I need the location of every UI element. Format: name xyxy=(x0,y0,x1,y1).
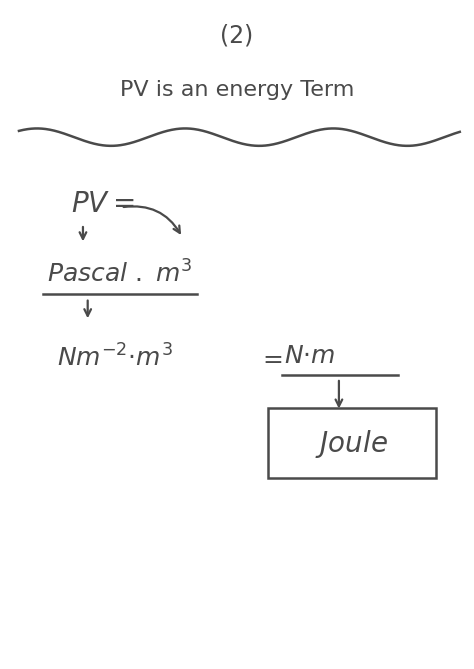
Text: (2): (2) xyxy=(220,23,254,47)
Text: PV is an energy Term: PV is an energy Term xyxy=(120,80,354,100)
Text: $=$: $=$ xyxy=(258,346,283,370)
Text: $PV=$: $PV=$ xyxy=(71,190,135,218)
Text: $Joule$: $Joule$ xyxy=(315,427,388,460)
Text: $Pascal\ .\ m^3$: $Pascal\ .\ m^3$ xyxy=(47,261,193,288)
Text: $Nm^{-2}{\cdot}m^3$: $Nm^{-2}{\cdot}m^3$ xyxy=(57,345,173,371)
Bar xyxy=(268,408,436,478)
Text: $N{\cdot}m$: $N{\cdot}m$ xyxy=(284,344,336,368)
